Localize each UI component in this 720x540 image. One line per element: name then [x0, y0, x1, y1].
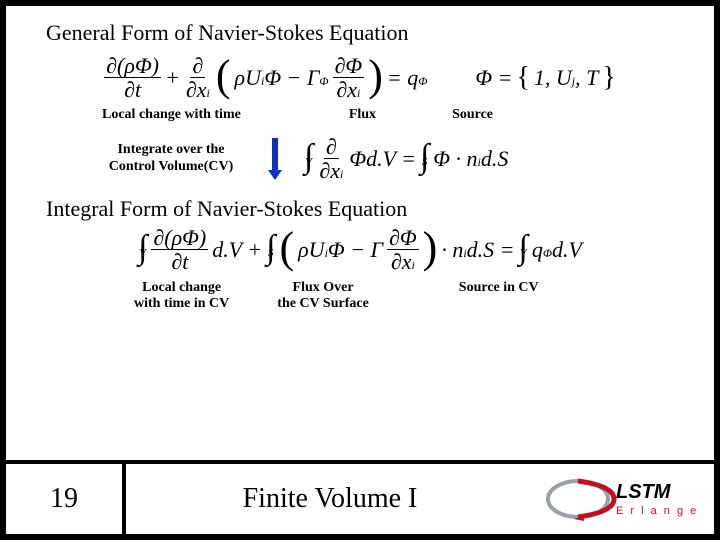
label-integrate-cv: Integrate over the Control Volume(CV) — [96, 142, 246, 176]
page-number: 19 — [6, 464, 126, 534]
labels-row-1: Local change with time Flux Source — [102, 107, 674, 123]
label-flux: Flux — [349, 107, 376, 123]
logo-text-bottom: E r l a n g e n — [616, 505, 704, 517]
label-flux-surface: Flux Over the CV Surface — [277, 280, 369, 312]
equation-divergence-theorem: ∫V ∂ ∂xi Φd.V = ∫S Φ · nid.S — [304, 135, 508, 182]
logo-text-top: LSTM — [616, 481, 672, 503]
slide: General Form of Navier-Stokes Equation ∂… — [0, 0, 720, 540]
label-local-change-cv: Local change with time in CV — [134, 280, 229, 312]
labels-row-2: Local change with time in CV Flux Over t… — [134, 280, 674, 312]
integrate-row: Integrate over the Control Volume(CV) ∫V… — [96, 135, 674, 182]
footer: 19 Finite Volume I LSTM E r l a n g e n — [6, 464, 714, 534]
title-integral-form: Integral Form of Navier-Stokes Equation — [46, 196, 674, 222]
equation-integral: ∫V ∂(ρΦ) ∂t d.V + ∫S ( ρUiΦ − Γ ∂Φ ∂xi )… — [46, 226, 674, 273]
equation-general: ∂(ρΦ) ∂t + ∂ ∂xi ( ρUiΦ − ΓΦ ∂Φ ∂xi ) = … — [46, 54, 674, 101]
lstm-logo: LSTM E r l a n g e n — [534, 464, 714, 534]
label-source: Source — [452, 107, 493, 123]
main-area: General Form of Navier-Stokes Equation ∂… — [6, 6, 714, 464]
label-source-cv: Source in CV — [459, 280, 539, 312]
footer-title: Finite Volume I — [126, 464, 534, 534]
title-general-form: General Form of Navier-Stokes Equation — [46, 20, 674, 46]
down-arrow-icon — [268, 138, 282, 180]
label-local-change: Local change with time — [102, 107, 241, 123]
